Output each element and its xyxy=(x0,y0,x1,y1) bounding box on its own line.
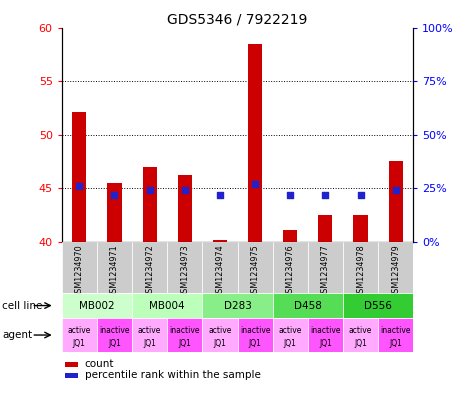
Text: active: active xyxy=(138,325,162,334)
Bar xyxy=(202,318,238,352)
Text: GSM1234971: GSM1234971 xyxy=(110,244,119,298)
Text: GSM1234977: GSM1234977 xyxy=(321,244,330,298)
Text: D458: D458 xyxy=(294,301,322,310)
Bar xyxy=(308,318,343,352)
Bar xyxy=(65,362,77,367)
Bar xyxy=(238,318,273,352)
Text: JQ1: JQ1 xyxy=(213,339,227,348)
Bar xyxy=(273,293,343,318)
Text: JQ1: JQ1 xyxy=(143,339,156,348)
Bar xyxy=(378,318,413,352)
Bar xyxy=(142,167,157,242)
Bar xyxy=(248,44,262,242)
Bar xyxy=(213,240,227,242)
Text: active: active xyxy=(278,325,302,334)
Bar xyxy=(132,318,167,352)
Bar xyxy=(167,242,202,293)
Bar xyxy=(62,293,132,318)
Bar xyxy=(65,373,77,378)
Text: GSM1234970: GSM1234970 xyxy=(75,244,84,298)
Text: agent: agent xyxy=(2,330,32,340)
Point xyxy=(286,191,294,198)
Text: active: active xyxy=(67,325,91,334)
Text: MB004: MB004 xyxy=(149,301,185,310)
Text: JQ1: JQ1 xyxy=(178,339,191,348)
Bar xyxy=(202,293,273,318)
Text: cell line: cell line xyxy=(2,301,43,310)
Bar xyxy=(97,318,132,352)
Text: MB002: MB002 xyxy=(79,301,115,310)
Point xyxy=(251,181,259,187)
Text: JQ1: JQ1 xyxy=(108,339,121,348)
Text: D283: D283 xyxy=(224,301,251,310)
Text: inactive: inactive xyxy=(380,325,411,334)
Bar xyxy=(62,242,97,293)
Text: inactive: inactive xyxy=(99,325,130,334)
Text: GSM1234973: GSM1234973 xyxy=(180,244,189,298)
Text: GSM1234976: GSM1234976 xyxy=(286,244,294,298)
Bar xyxy=(178,175,192,242)
Bar xyxy=(308,242,343,293)
Bar xyxy=(378,242,413,293)
Text: active: active xyxy=(208,325,232,334)
Point xyxy=(392,187,399,193)
Text: JQ1: JQ1 xyxy=(73,339,86,348)
Bar xyxy=(202,242,238,293)
Text: JQ1: JQ1 xyxy=(354,339,367,348)
Bar xyxy=(283,230,297,242)
Text: inactive: inactive xyxy=(310,325,341,334)
Point xyxy=(146,187,153,193)
Point xyxy=(76,183,83,189)
Bar xyxy=(97,242,132,293)
Bar xyxy=(273,242,308,293)
Text: GSM1234978: GSM1234978 xyxy=(356,244,365,298)
Bar xyxy=(389,162,403,242)
Bar xyxy=(72,112,86,242)
Text: GSM1234972: GSM1234972 xyxy=(145,244,154,298)
Bar xyxy=(353,215,368,242)
Text: active: active xyxy=(349,325,372,334)
Bar xyxy=(273,318,308,352)
Text: inactive: inactive xyxy=(170,325,200,334)
Bar xyxy=(238,242,273,293)
Bar xyxy=(343,318,378,352)
Text: JQ1: JQ1 xyxy=(319,339,332,348)
Title: GDS5346 / 7922219: GDS5346 / 7922219 xyxy=(167,12,308,26)
Point xyxy=(216,191,224,198)
Text: percentile rank within the sample: percentile rank within the sample xyxy=(85,370,260,380)
Point xyxy=(111,191,118,198)
Text: inactive: inactive xyxy=(240,325,270,334)
Bar xyxy=(62,318,97,352)
Text: GSM1234979: GSM1234979 xyxy=(391,244,400,298)
Text: GSM1234975: GSM1234975 xyxy=(251,244,259,298)
Text: D556: D556 xyxy=(364,301,392,310)
Bar xyxy=(107,183,122,242)
Bar xyxy=(167,318,202,352)
Point xyxy=(357,191,364,198)
Bar xyxy=(132,242,167,293)
Bar xyxy=(132,293,202,318)
Text: JQ1: JQ1 xyxy=(284,339,297,348)
Point xyxy=(322,191,329,198)
Point xyxy=(181,187,189,193)
Text: JQ1: JQ1 xyxy=(248,339,262,348)
Bar xyxy=(343,293,413,318)
Text: JQ1: JQ1 xyxy=(389,339,402,348)
Text: GSM1234974: GSM1234974 xyxy=(216,244,224,298)
Bar xyxy=(343,242,378,293)
Text: count: count xyxy=(85,359,114,369)
Bar xyxy=(318,215,332,242)
